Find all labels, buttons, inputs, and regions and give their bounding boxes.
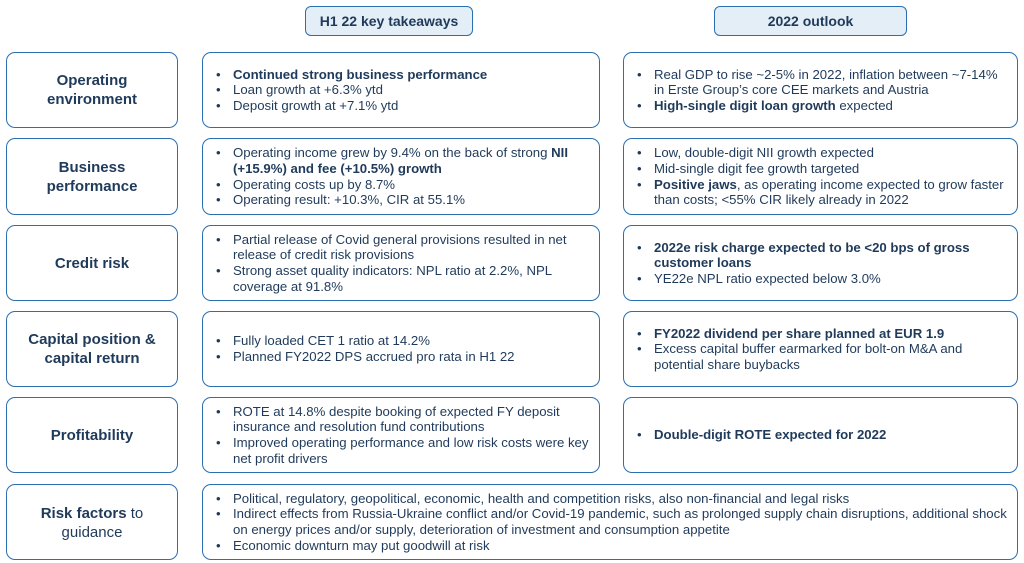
row-label-credit-risk: Credit risk bbox=[6, 225, 178, 301]
bullet-list: Double-digit ROTE expected for 2022 bbox=[634, 427, 886, 443]
bullet-item: Continued strong business performance bbox=[213, 67, 487, 83]
row-label-business-performance: Business performance bbox=[6, 138, 178, 215]
header-outlook: 2022 outlook bbox=[714, 6, 907, 36]
bullet-list: Real GDP to rise ~2-5% in 2022, inflatio… bbox=[634, 67, 1007, 114]
outlook-profitability: Double-digit ROTE expected for 2022 bbox=[623, 397, 1018, 473]
bold-text: High-single digit loan growth bbox=[654, 97, 836, 113]
bullet-item: Fully loaded CET 1 ratio at 14.2% bbox=[213, 333, 515, 349]
bullet-item: Operating income grew by 9.4% on the bac… bbox=[213, 145, 589, 176]
row-label-risk-factors: Risk factors to guidance bbox=[6, 484, 178, 560]
bullet-list: Partial release of Covid general provisi… bbox=[213, 232, 589, 294]
bullet-item: Double-digit ROTE expected for 2022 bbox=[634, 427, 886, 443]
text: Excess capital buffer earmarked for bolt… bbox=[654, 341, 963, 372]
text: Strong asset quality indicators: NPL rat… bbox=[233, 263, 552, 294]
bullet-item: Partial release of Covid general provisi… bbox=[213, 232, 589, 263]
outlook-credit-risk: 2022e risk charge expected to be <20 bps… bbox=[623, 225, 1018, 301]
text: Loan growth at +6.3% ytd bbox=[233, 82, 383, 98]
takeaways-profitability: ROTE at 14.8% despite booking of expecte… bbox=[202, 397, 600, 473]
bullet-item: Excess capital buffer earmarked for bolt… bbox=[634, 341, 1007, 372]
bullet-item: FY2022 dividend per share planned at EUR… bbox=[634, 326, 1007, 342]
text: , as operating income expected to grow f… bbox=[654, 176, 1004, 208]
risk-item: Economic downturn may put goodwill at ri… bbox=[213, 538, 1007, 554]
bullet-item: Improved operating performance and low r… bbox=[213, 435, 589, 466]
takeaways-business-performance: Operating income grew by 9.4% on the bac… bbox=[202, 138, 600, 215]
risk-label-bold: Risk factors bbox=[40, 505, 127, 522]
bullet-list: 2022e risk charge expected to be <20 bps… bbox=[634, 240, 1007, 287]
text: Low, double-digit NII growth expected bbox=[654, 145, 874, 161]
risk-bullet-list: Political, regulatory, geopolitical, eco… bbox=[213, 491, 1007, 553]
bullet-item: YE22e NPL ratio expected below 3.0% bbox=[634, 271, 1007, 287]
bullet-list: Continued strong business performanceLoa… bbox=[213, 67, 487, 114]
text: expected bbox=[835, 97, 893, 113]
header-key-takeaways: H1 22 key takeaways bbox=[305, 6, 473, 36]
text: Operating costs up by 8.7% bbox=[233, 176, 396, 192]
bullet-item: Deposit growth at +7.1% ytd bbox=[213, 98, 487, 114]
bullet-list: Low, double-digit NII growth expectedMid… bbox=[634, 145, 1007, 207]
takeaways-credit-risk: Partial release of Covid general provisi… bbox=[202, 225, 600, 301]
outlook-operating-environment: Real GDP to rise ~2-5% in 2022, inflatio… bbox=[623, 52, 1018, 128]
bullet-item: Strong asset quality indicators: NPL rat… bbox=[213, 263, 589, 294]
risk-item: Indirect effects from Russia-Ukraine con… bbox=[213, 506, 1007, 537]
bold-text: Double-digit ROTE expected for 2022 bbox=[654, 427, 887, 443]
bullet-item: Planned FY2022 DPS accrued pro rata in H… bbox=[213, 349, 515, 365]
text: Fully loaded CET 1 ratio at 14.2% bbox=[233, 333, 430, 349]
bullet-item: Low, double-digit NII growth expected bbox=[634, 145, 1007, 161]
bullet-list: ROTE at 14.8% despite booking of expecte… bbox=[213, 404, 589, 466]
bullet-item: Operating result: +10.3%, CIR at 55.1% bbox=[213, 192, 589, 208]
text: Real GDP to rise ~2-5% in 2022, inflatio… bbox=[654, 66, 998, 98]
text: Operating result: +10.3%, CIR at 55.1% bbox=[233, 192, 466, 208]
bold-text: NII (+15.9%) and fee (+10.5%) growth bbox=[233, 145, 569, 176]
bullet-item: Operating costs up by 8.7% bbox=[213, 177, 589, 193]
bullet-item: 2022e risk charge expected to be <20 bps… bbox=[634, 240, 1007, 271]
text: Planned FY2022 DPS accrued pro rata in H… bbox=[233, 349, 515, 364]
bullet-list: FY2022 dividend per share planned at EUR… bbox=[634, 326, 1007, 373]
row-label-operating-environment: Operating environment bbox=[6, 52, 178, 128]
bullet-item: Real GDP to rise ~2-5% in 2022, inflatio… bbox=[634, 67, 1007, 98]
risk-label-rest: to guidance bbox=[61, 505, 144, 541]
takeaways-operating-environment: Continued strong business performanceLoa… bbox=[202, 52, 600, 128]
text: Improved operating performance and low r… bbox=[233, 435, 589, 466]
text: YE22e NPL ratio expected below 3.0% bbox=[654, 270, 881, 286]
row-label-profitability: Profitability bbox=[6, 397, 178, 473]
risk-item: Political, regulatory, geopolitical, eco… bbox=[213, 491, 1007, 507]
bullet-item: Mid-single digit fee growth targeted bbox=[634, 161, 1007, 177]
bullet-item: High-single digit loan growth expected bbox=[634, 98, 1007, 114]
outlook-business-performance: Low, double-digit NII growth expectedMid… bbox=[623, 138, 1018, 215]
bullet-item: Loan growth at +6.3% ytd bbox=[213, 82, 487, 98]
bullet-item: Positive jaws, as operating income expec… bbox=[634, 177, 1007, 208]
bold-text: 2022e risk charge expected to be <20 bps… bbox=[654, 239, 970, 271]
bold-text: Positive jaws bbox=[654, 176, 737, 192]
takeaways-capital-position: Fully loaded CET 1 ratio at 14.2%Planned… bbox=[202, 311, 600, 387]
text: Operating income grew by 9.4% on the bac… bbox=[233, 145, 552, 161]
bullet-list: Operating income grew by 9.4% on the bac… bbox=[213, 145, 589, 207]
risk-factors-list-box: Political, regulatory, geopolitical, eco… bbox=[202, 484, 1018, 560]
bold-text: Continued strong business performance bbox=[233, 66, 488, 82]
bold-text: FY2022 dividend per share planned at EUR… bbox=[654, 325, 945, 341]
text: Deposit growth at +7.1% ytd bbox=[233, 97, 399, 113]
text: ROTE at 14.8% despite booking of expecte… bbox=[233, 403, 560, 435]
text: Mid-single digit fee growth targeted bbox=[654, 160, 860, 176]
bullet-item: ROTE at 14.8% despite booking of expecte… bbox=[213, 404, 589, 435]
row-label-capital-position: Capital position & capital return bbox=[6, 311, 178, 387]
bullet-list: Fully loaded CET 1 ratio at 14.2%Planned… bbox=[213, 333, 515, 364]
text: Partial release of Covid general provisi… bbox=[233, 231, 567, 263]
outlook-capital-position: FY2022 dividend per share planned at EUR… bbox=[623, 311, 1018, 387]
